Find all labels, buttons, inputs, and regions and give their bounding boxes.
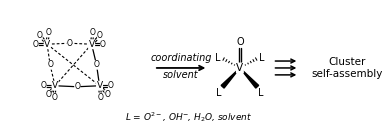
Text: V: V (96, 81, 103, 90)
Text: L: L (260, 53, 265, 63)
Text: O: O (45, 28, 51, 37)
Text: L: L (258, 88, 264, 98)
Text: V: V (52, 81, 58, 90)
Text: O: O (74, 82, 80, 91)
Text: V: V (89, 40, 95, 49)
Text: O: O (41, 81, 47, 90)
Text: O: O (97, 31, 103, 40)
Text: O: O (37, 31, 43, 40)
Polygon shape (240, 68, 259, 88)
Text: V: V (236, 63, 243, 73)
Text: coordinating: coordinating (151, 53, 212, 63)
Text: L: L (215, 53, 220, 63)
Text: solvent: solvent (163, 70, 199, 80)
Text: O: O (90, 28, 96, 37)
Text: O: O (236, 37, 244, 47)
Text: O: O (98, 93, 103, 102)
Text: O: O (105, 90, 111, 99)
Text: O: O (47, 61, 53, 70)
Text: V: V (44, 40, 50, 49)
Text: O: O (100, 40, 106, 49)
Text: L = O$^{2-}$, OH$^{-}$, H$_2$O, solvent: L = O$^{2-}$, OH$^{-}$, H$_2$O, solvent (125, 110, 252, 124)
Text: O: O (45, 90, 51, 99)
Text: O: O (67, 39, 73, 48)
Text: O: O (94, 61, 100, 70)
Text: L: L (216, 88, 221, 98)
Text: O: O (108, 81, 114, 90)
Polygon shape (221, 68, 240, 88)
Text: Cluster
self-assembly: Cluster self-assembly (311, 57, 382, 79)
Text: O: O (51, 93, 57, 102)
Text: O: O (33, 40, 39, 49)
